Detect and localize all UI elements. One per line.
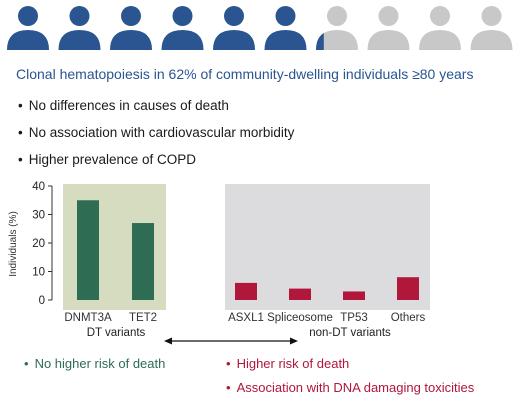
person-icon (316, 6, 358, 50)
non-dt-group-background (225, 184, 430, 310)
finding-item: Higher prevalence of COPD (18, 146, 294, 173)
person-icon (161, 6, 204, 50)
person-icon-partial (316, 33, 324, 50)
x-tick-label: ASXL1 (228, 312, 264, 324)
bar-spliceosome (289, 288, 311, 300)
x-tick-label: TP53 (340, 312, 368, 324)
dt-outcome-note: No higher risk of death (24, 356, 166, 371)
person-icon (470, 6, 513, 50)
x-tick-label: DNMT3A (64, 312, 112, 324)
person-icon (58, 6, 101, 50)
person-icon (367, 6, 410, 50)
non-dt-group-label: non-DT variants (309, 327, 391, 339)
person-icon (264, 6, 307, 50)
y-axis-label: Individuals (%) (8, 211, 19, 277)
finding-item: No differences in causes of death (18, 92, 294, 119)
people-icon-row (7, 6, 513, 50)
bar-tp53 (343, 291, 365, 300)
bar-dnmt3a (77, 200, 99, 300)
person-icon (419, 6, 461, 50)
y-tick-label: 20 (32, 238, 45, 250)
x-tick-label: Others (391, 312, 426, 324)
non-dt-outcome-notes: Higher risk of death Association with DN… (226, 352, 475, 400)
headline: Clonal hematopoiesis in 62% of community… (16, 66, 474, 82)
y-tick-label: 0 (39, 295, 45, 307)
non-dt-outcome-item: Association with DNA damaging toxicities (226, 376, 475, 400)
y-tick-label: 10 (32, 267, 45, 279)
non-dt-outcome-item: Higher risk of death (226, 352, 474, 376)
person-icon (110, 6, 152, 50)
y-tick-label: 30 (32, 210, 45, 222)
bar-others (397, 277, 419, 300)
x-tick-label: TET2 (129, 312, 157, 324)
x-tick-label: Spliceosome (267, 312, 333, 324)
dt-group-label: DT variants (87, 327, 146, 339)
person-icon (213, 6, 255, 50)
variant-bar-chart: 0 10 20 30 40 DNMT3A TET2 ASXL1 Spliceosome TP53… (8, 181, 430, 345)
finding-item: No association with cardiovascular morbi… (18, 119, 295, 146)
findings-list: No differences in causes of death No ass… (18, 92, 295, 173)
bar-asxl1 (235, 282, 257, 300)
y-tick-label: 40 (32, 181, 45, 193)
bar-tet2 (132, 223, 154, 300)
double-arrow (164, 337, 298, 345)
person-icon (7, 6, 49, 50)
